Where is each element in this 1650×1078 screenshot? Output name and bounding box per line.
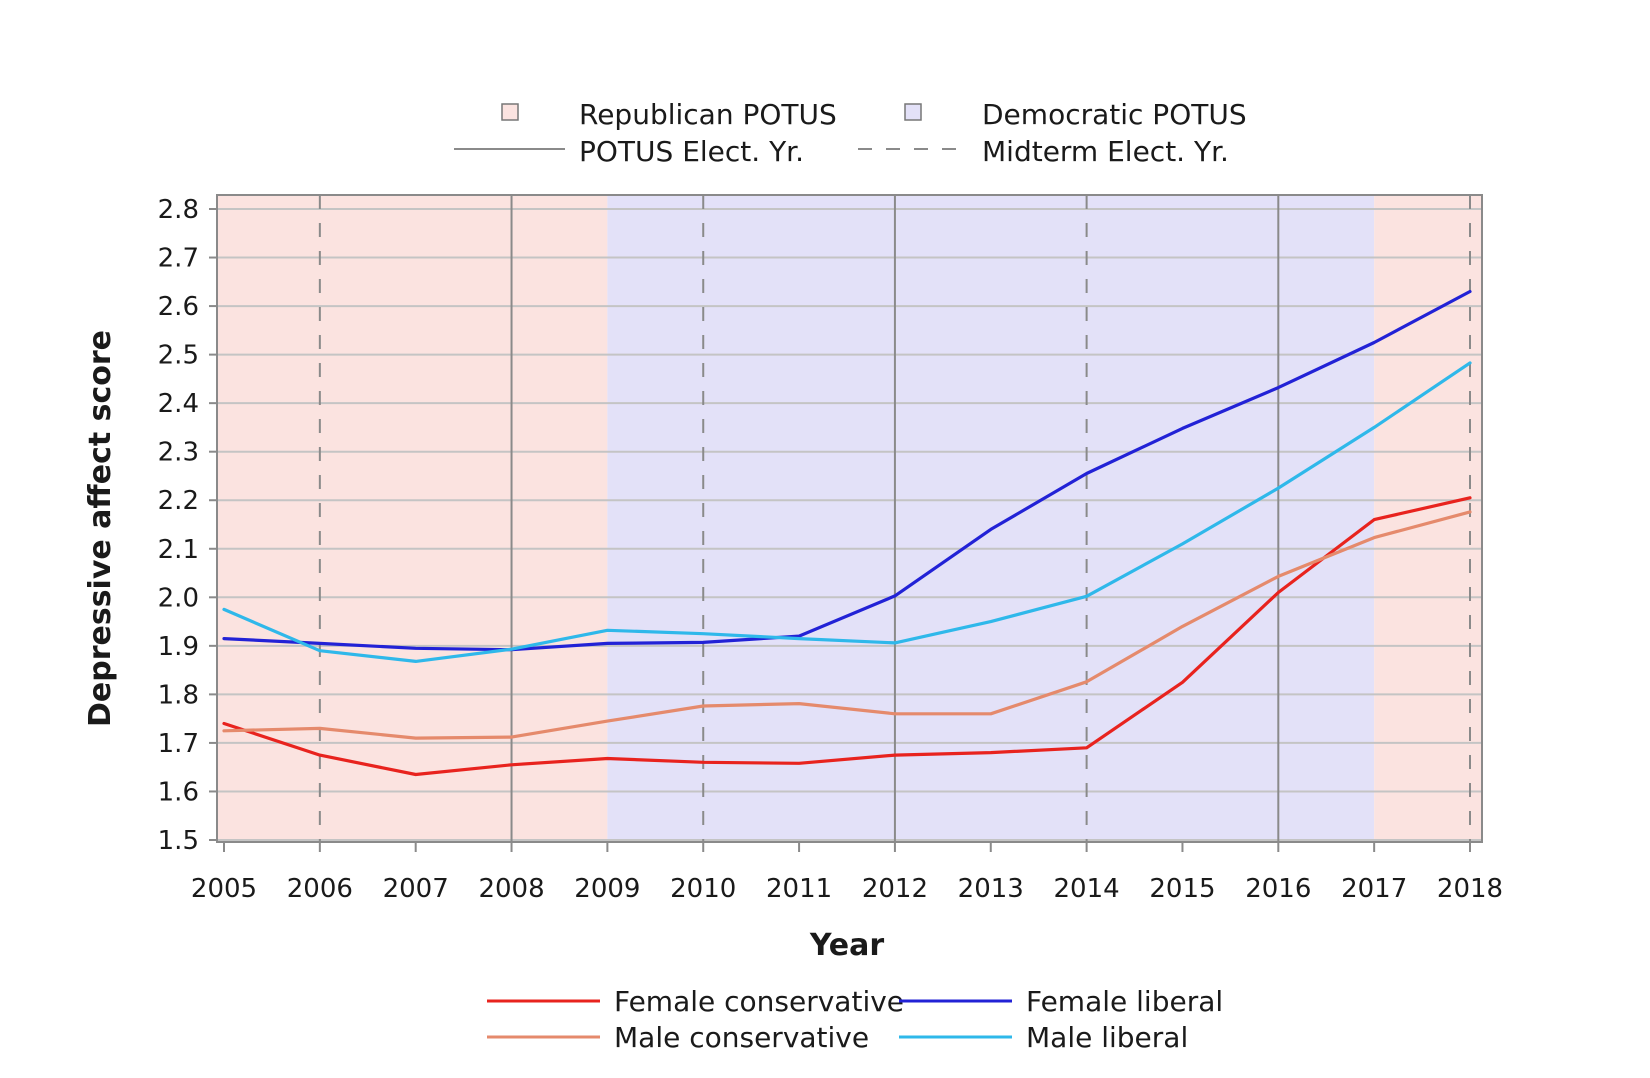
series-line-female-liberal — [222, 289, 1472, 652]
legend-male-liberal: Male liberal — [1026, 1021, 1188, 1054]
democratic-swatch — [904, 103, 922, 121]
top-legend: Republican POTUS Democratic POTUS POTUS … — [454, 98, 1247, 168]
y-tick-label: 1.6 — [158, 777, 199, 807]
y-axis-title: Depressive affect score — [83, 330, 118, 727]
series-legend: Female conservative Male conservative Fe… — [487, 985, 1223, 1054]
x-tick-label: 2012 — [862, 874, 928, 904]
y-tick-label: 2.2 — [158, 486, 199, 516]
republican-swatch — [501, 103, 519, 121]
x-tick-label: 2008 — [478, 874, 544, 904]
x-tick-label: 2018 — [1437, 874, 1503, 904]
series-line-female-conservative — [222, 496, 1472, 777]
y-tick-label: 2.3 — [158, 438, 199, 468]
y-tick-label: 2.7 — [158, 244, 199, 274]
legend-female-conservative: Female conservative — [614, 985, 904, 1018]
axes: 1.5 1.6 1.7 1.8 1.9 2.0 2.1 2.2 2.3 2.4 2.5 2.6 2.7 2… — [158, 195, 1503, 904]
presidency-band-1 — [607, 195, 1375, 842]
x-axis-title: Year — [809, 928, 885, 963]
presidency-band-2 — [1374, 195, 1482, 842]
x-tick-label: 2007 — [383, 874, 449, 904]
grid-lines — [217, 208, 1482, 841]
y-tick-label: 2.4 — [158, 389, 199, 419]
y-tick-label: 2.6 — [158, 292, 199, 322]
x-tick-label: 2014 — [1054, 874, 1120, 904]
plot-frame — [216, 194, 1483, 843]
presidency-band-0 — [217, 195, 608, 842]
legend-republican-label: Republican POTUS — [579, 98, 837, 131]
series-lines — [222, 289, 1472, 777]
x-tick-label: 2005 — [191, 874, 257, 904]
presidency-bands — [217, 195, 1482, 842]
x-tick-label: 2011 — [766, 874, 832, 904]
x-tick-label: 2017 — [1341, 874, 1407, 904]
y-tick-label: 1.8 — [158, 680, 199, 710]
series-line-male-conservative — [222, 510, 1472, 740]
y-tick-label: 2.1 — [158, 535, 199, 565]
x-tick-label: 2010 — [670, 874, 736, 904]
x-tick-label: 2009 — [574, 874, 640, 904]
y-tick-label: 1.7 — [158, 729, 199, 759]
x-tick-label: 2006 — [287, 874, 353, 904]
legend-potus-label: POTUS Elect. Yr. — [579, 135, 804, 168]
y-tick-label: 2.8 — [158, 195, 199, 225]
x-tick-label: 2015 — [1149, 874, 1215, 904]
legend-midterm-label: Midterm Elect. Yr. — [982, 135, 1229, 168]
series-line-male-liberal — [222, 361, 1472, 664]
legend-male-conservative: Male conservative — [614, 1021, 869, 1054]
y-tick-label: 2.0 — [158, 583, 199, 613]
legend-democratic-label: Democratic POTUS — [982, 98, 1247, 131]
y-tick-label: 1.5 — [158, 826, 199, 856]
y-tick-label: 1.9 — [158, 632, 199, 662]
x-tick-label: 2016 — [1245, 874, 1311, 904]
y-tick-label: 2.5 — [158, 341, 199, 371]
election-year-lines — [318, 195, 1471, 842]
x-tick-label: 2013 — [958, 874, 1024, 904]
legend-female-liberal: Female liberal — [1026, 985, 1223, 1018]
